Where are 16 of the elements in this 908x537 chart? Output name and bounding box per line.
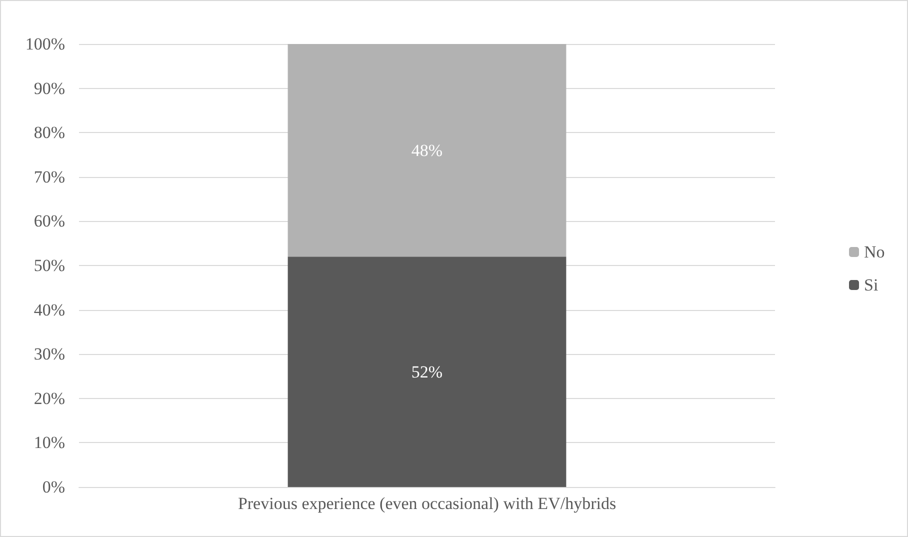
y-tick-label: 0% [42, 478, 65, 496]
y-tick-label: 40% [34, 300, 65, 320]
y-tick-label: 80% [34, 123, 65, 142]
legend-label: Si [864, 276, 878, 294]
legend-label: No [864, 242, 885, 262]
y-tick-label: 50% [34, 256, 65, 275]
y-tick-label: 100% [25, 34, 65, 54]
y-tick-label: 10% [34, 433, 65, 452]
y-tick-label: 70% [34, 167, 65, 186]
y-tick-label: 20% [34, 388, 65, 408]
y-tick-label: 60% [34, 212, 65, 231]
data-label: 52% [411, 362, 443, 382]
x-tick-label: Previous experience (even occasional) with EV/hybrids [238, 494, 616, 513]
y-tick-label: 90% [34, 78, 65, 98]
y-tick-label: 30% [34, 344, 65, 364]
data-label: 48% [411, 140, 443, 160]
